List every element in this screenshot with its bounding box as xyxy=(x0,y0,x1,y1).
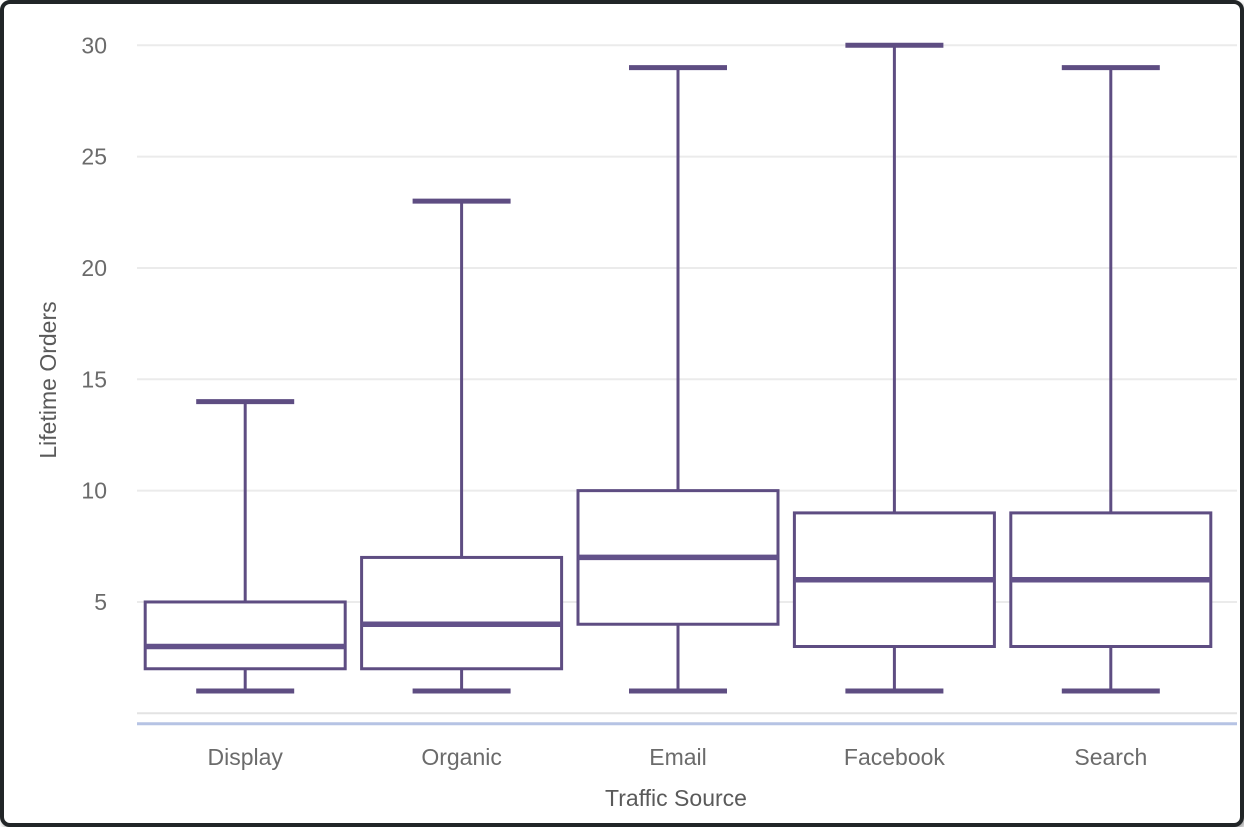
boxplot-display xyxy=(143,399,347,694)
x-tick-label: Facebook xyxy=(844,744,946,770)
axis-layer: 5 10 15 20 25 30 Display Organic Email Facebook Se… xyxy=(81,32,1147,770)
x-tick-label: Display xyxy=(207,744,283,770)
x-tick-label: Email xyxy=(649,744,707,770)
y-tick-label: 15 xyxy=(81,366,107,392)
x-tick-label: Search xyxy=(1074,744,1147,770)
y-tick-label: 10 xyxy=(81,478,107,504)
y-tick-label: 25 xyxy=(81,144,107,170)
y-tick-label: 20 xyxy=(81,255,107,281)
iqr-box xyxy=(360,555,564,671)
boxplot-chart: 5 10 15 20 25 30 Display Organic Email Facebook Se… xyxy=(35,32,1237,811)
boxplot-organic xyxy=(360,198,564,694)
x-tick-label: Organic xyxy=(421,744,502,770)
iqr-box xyxy=(143,600,347,671)
box-layer xyxy=(143,42,1213,694)
x-axis-title: Traffic Source xyxy=(605,785,747,811)
y-tick-label: 5 xyxy=(94,589,107,615)
y-axis-title: Lifetime Orders xyxy=(35,301,61,458)
y-tick-label: 30 xyxy=(81,32,107,58)
boxplot-facebook xyxy=(792,42,996,694)
boxplot-search xyxy=(1009,65,1213,694)
boxplot-email xyxy=(576,65,780,694)
